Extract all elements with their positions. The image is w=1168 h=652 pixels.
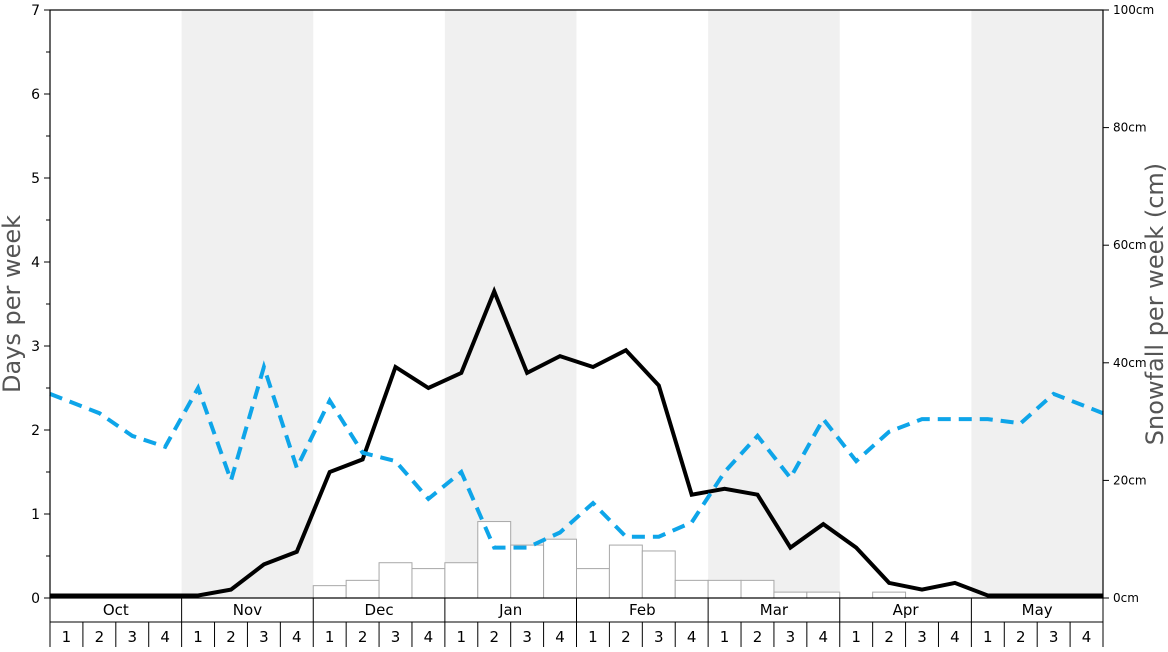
week-label: 3 xyxy=(786,628,796,646)
snowfall-bar xyxy=(345,579,380,599)
snowfall-bar xyxy=(576,568,610,599)
left-tick-label: 4 xyxy=(31,255,40,271)
week-label: 3 xyxy=(654,628,664,646)
left-tick-label: 2 xyxy=(31,423,40,439)
snowfall-bar xyxy=(740,579,775,599)
week-label: 3 xyxy=(1049,628,1059,646)
snowfall-bar xyxy=(312,585,347,599)
week-label: 4 xyxy=(819,628,829,646)
week-label: 1 xyxy=(325,628,335,646)
week-label: 2 xyxy=(95,628,105,646)
snowfall-bar xyxy=(444,562,479,599)
week-label: 3 xyxy=(259,628,269,646)
week-label: 4 xyxy=(950,628,960,646)
week-label: 4 xyxy=(687,628,697,646)
right-tick-label: 40cm xyxy=(1113,356,1147,370)
snowfall-bar xyxy=(707,579,742,599)
snowfall-bar xyxy=(674,579,709,599)
left-axis-title: Days per week xyxy=(0,215,26,393)
right-tick-label: 60cm xyxy=(1113,238,1147,252)
week-label: 4 xyxy=(292,628,302,646)
snowfall-bar xyxy=(411,568,446,599)
week-label: 2 xyxy=(489,628,499,646)
week-label: 2 xyxy=(621,628,631,646)
snowfall-bar xyxy=(543,538,577,599)
left-axis: 0 1 2 3 4 5 6 7 xyxy=(31,3,50,607)
left-tick-label: 5 xyxy=(31,171,40,187)
data-lines xyxy=(49,286,1104,598)
week-label: 2 xyxy=(358,628,368,646)
month-label: Feb xyxy=(629,601,656,619)
week-label: 1 xyxy=(588,628,598,646)
month-label: Mar xyxy=(760,601,789,619)
snowfall-bar xyxy=(378,562,413,599)
shade-band-nov xyxy=(181,10,314,598)
month-label: Nov xyxy=(233,601,262,619)
snowfall-bars xyxy=(312,521,907,599)
shade-band-jan xyxy=(444,10,577,598)
week-label: 1 xyxy=(62,628,72,646)
right-axis-title: Snowfall per week (cm) xyxy=(1141,163,1168,445)
shade-band-mar xyxy=(708,10,840,598)
month-label: Oct xyxy=(103,601,129,619)
right-axis: 0cm 20cm 40cm 60cm 80cm 100cm xyxy=(1103,3,1154,605)
week-label: 4 xyxy=(555,628,565,646)
week-label: 4 xyxy=(1082,628,1092,646)
month-label: Apr xyxy=(893,601,920,619)
week-label: 4 xyxy=(160,628,170,646)
week-label: 3 xyxy=(917,628,927,646)
week-label: 1 xyxy=(720,628,730,646)
week-label: 4 xyxy=(424,628,434,646)
left-tick-label: 7 xyxy=(31,3,40,19)
right-tick-label: 0cm xyxy=(1113,591,1139,605)
week-label: 2 xyxy=(226,628,236,646)
week-label: 2 xyxy=(1016,628,1026,646)
snowfall-bar xyxy=(773,591,808,599)
shade-band-may xyxy=(971,10,1103,598)
dashed-series-line xyxy=(49,360,1104,550)
right-tick-label: 80cm xyxy=(1113,121,1147,135)
week-label: 3 xyxy=(522,628,532,646)
week-label: 3 xyxy=(391,628,401,646)
snowfall-bar xyxy=(641,550,676,599)
week-label: 1 xyxy=(851,628,861,646)
month-label: Jan xyxy=(498,601,522,619)
week-label: 3 xyxy=(127,628,137,646)
week-label: 2 xyxy=(753,628,763,646)
month-label: Dec xyxy=(365,601,394,619)
month-shading xyxy=(181,10,1103,598)
snowfall-bar xyxy=(872,591,907,599)
left-tick-label: 0 xyxy=(31,591,40,607)
snowfall-bar xyxy=(510,544,545,599)
snowfall-bar xyxy=(608,544,643,599)
left-tick-label: 1 xyxy=(31,507,40,523)
week-label: 1 xyxy=(457,628,467,646)
right-tick-label: 20cm xyxy=(1113,473,1147,487)
right-tick-label: 100cm xyxy=(1113,3,1154,17)
left-tick-label: 3 xyxy=(31,339,40,355)
left-tick-label: 6 xyxy=(31,87,40,103)
snowfall-bar xyxy=(477,521,512,599)
solid-series-line xyxy=(50,286,1103,598)
month-label: May xyxy=(1022,601,1053,619)
snowfall-bar xyxy=(806,591,841,599)
week-label: 1 xyxy=(983,628,993,646)
week-label: 1 xyxy=(193,628,203,646)
week-label: 2 xyxy=(884,628,894,646)
x-axis-table: Oct 1 2 3 4 Nov 1 2 3 4 Dec 1 2 3 4 Jan 1 2 3 4 Feb 1 2 3 4 Mar 1 2… xyxy=(49,598,1104,647)
